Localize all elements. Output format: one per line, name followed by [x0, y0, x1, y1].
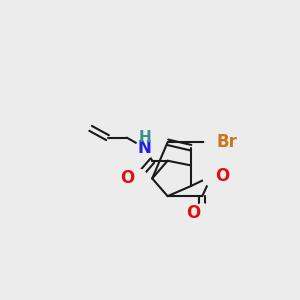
- Text: O: O: [120, 169, 135, 188]
- Text: H: H: [138, 130, 151, 145]
- Text: O: O: [186, 204, 200, 222]
- Text: N: N: [138, 139, 152, 157]
- Text: Br: Br: [217, 133, 238, 151]
- Text: O: O: [215, 167, 230, 185]
